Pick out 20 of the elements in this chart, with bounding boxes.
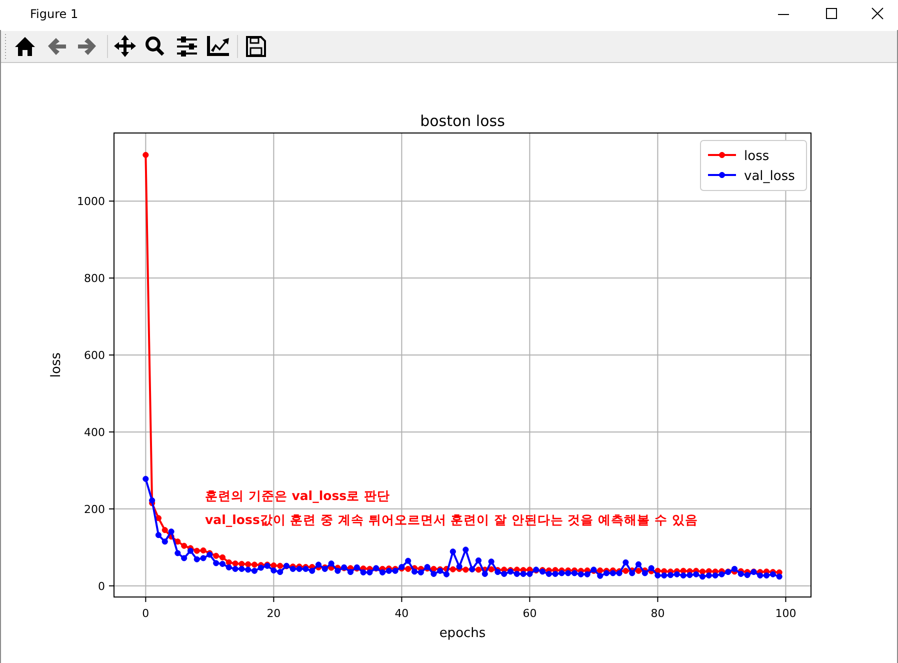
annotation: val_loss값이 훈련 중 계속 튀어오르면서 훈련이 잘 안된다는 것을 예측해볼 수 있음 <box>205 512 698 528</box>
x-tick-label: 0 <box>142 607 150 620</box>
y-tick-label: 0 <box>98 580 105 593</box>
caption: Figure 1 <box>30 7 78 21</box>
x-tick-label: 80 <box>650 607 665 620</box>
y-tick-label: 1000 <box>77 195 105 208</box>
y-tick-label: 800 <box>84 272 105 286</box>
y-tick-label: 400 <box>84 426 105 439</box>
x-tick-label: 20 <box>266 607 281 620</box>
y-axis-title: loss <box>49 352 64 378</box>
x-tick-label: 40 <box>394 607 409 620</box>
legend-label: val_loss <box>744 169 796 184</box>
x-axis-title: epochs <box>439 626 486 641</box>
annotation: 훈련의 기준은 val_loss로 판단 <box>205 488 390 504</box>
legend-label: loss <box>744 149 770 164</box>
y-tick-label: 600 <box>84 348 105 362</box>
x-tick-label: 60 <box>522 607 537 620</box>
x-tick-label: 100 <box>775 607 796 620</box>
y-tick-label: 200 <box>84 502 105 516</box>
chart-title: boston loss <box>420 112 506 130</box>
